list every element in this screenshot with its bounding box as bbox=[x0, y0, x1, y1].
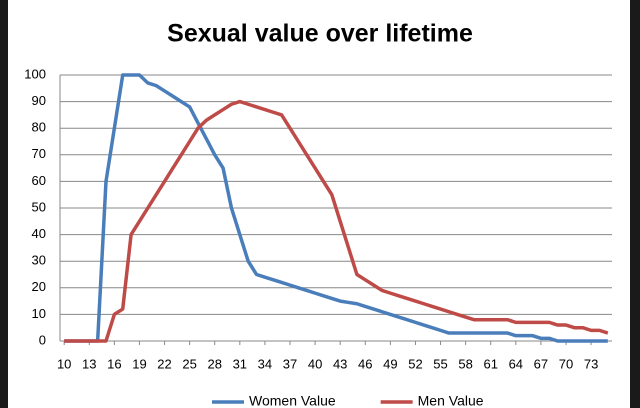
y-tick-label: 100 bbox=[24, 66, 46, 81]
x-tick-label: 46 bbox=[358, 356, 372, 371]
x-tick-label: 40 bbox=[308, 356, 322, 371]
x-tick-label: 73 bbox=[584, 356, 598, 371]
line-series bbox=[64, 99, 609, 343]
chart-title: Sexual value over lifetime bbox=[167, 20, 473, 48]
line-series bbox=[64, 73, 608, 343]
x-tick-label: 49 bbox=[383, 356, 397, 371]
y-tick-label: 50 bbox=[32, 199, 46, 214]
x-tick-label: 43 bbox=[333, 356, 347, 371]
x-tick-label: 61 bbox=[483, 356, 497, 371]
x-tick-label: 37 bbox=[283, 356, 297, 371]
y-tick-label: 40 bbox=[32, 226, 46, 241]
x-tick-label: 31 bbox=[233, 356, 247, 371]
y-tick-label: 20 bbox=[32, 279, 46, 294]
y-tick-label: 0 bbox=[39, 332, 46, 347]
x-tick-label: 22 bbox=[157, 356, 171, 371]
y-tick-label: 80 bbox=[32, 120, 46, 135]
x-tick-label: 64 bbox=[509, 356, 523, 371]
x-tick-label: 19 bbox=[132, 356, 146, 371]
x-tick-label: 16 bbox=[107, 356, 121, 371]
x-tick-label: 13 bbox=[82, 356, 96, 371]
y-tick-label: 60 bbox=[32, 173, 46, 188]
x-tick-label: 70 bbox=[559, 356, 573, 371]
legend-label: Men Value bbox=[418, 393, 484, 408]
x-tick-label: 25 bbox=[182, 356, 196, 371]
legend-label: Women Value bbox=[249, 393, 336, 408]
x-tick-label: 58 bbox=[458, 356, 472, 371]
y-tick-label: 10 bbox=[32, 306, 46, 321]
y-tick-label: 30 bbox=[32, 253, 46, 268]
x-tick-label: 34 bbox=[258, 356, 272, 371]
x-tick-label: 55 bbox=[433, 356, 447, 371]
chart-background bbox=[8, 0, 630, 408]
y-tick-label: 90 bbox=[32, 93, 46, 108]
x-tick-label: 52 bbox=[408, 356, 422, 371]
x-tick-label: 67 bbox=[534, 356, 548, 371]
x-tick-label: 28 bbox=[207, 356, 221, 371]
x-tick-label: 10 bbox=[57, 356, 71, 371]
y-tick-label: 70 bbox=[32, 146, 46, 161]
